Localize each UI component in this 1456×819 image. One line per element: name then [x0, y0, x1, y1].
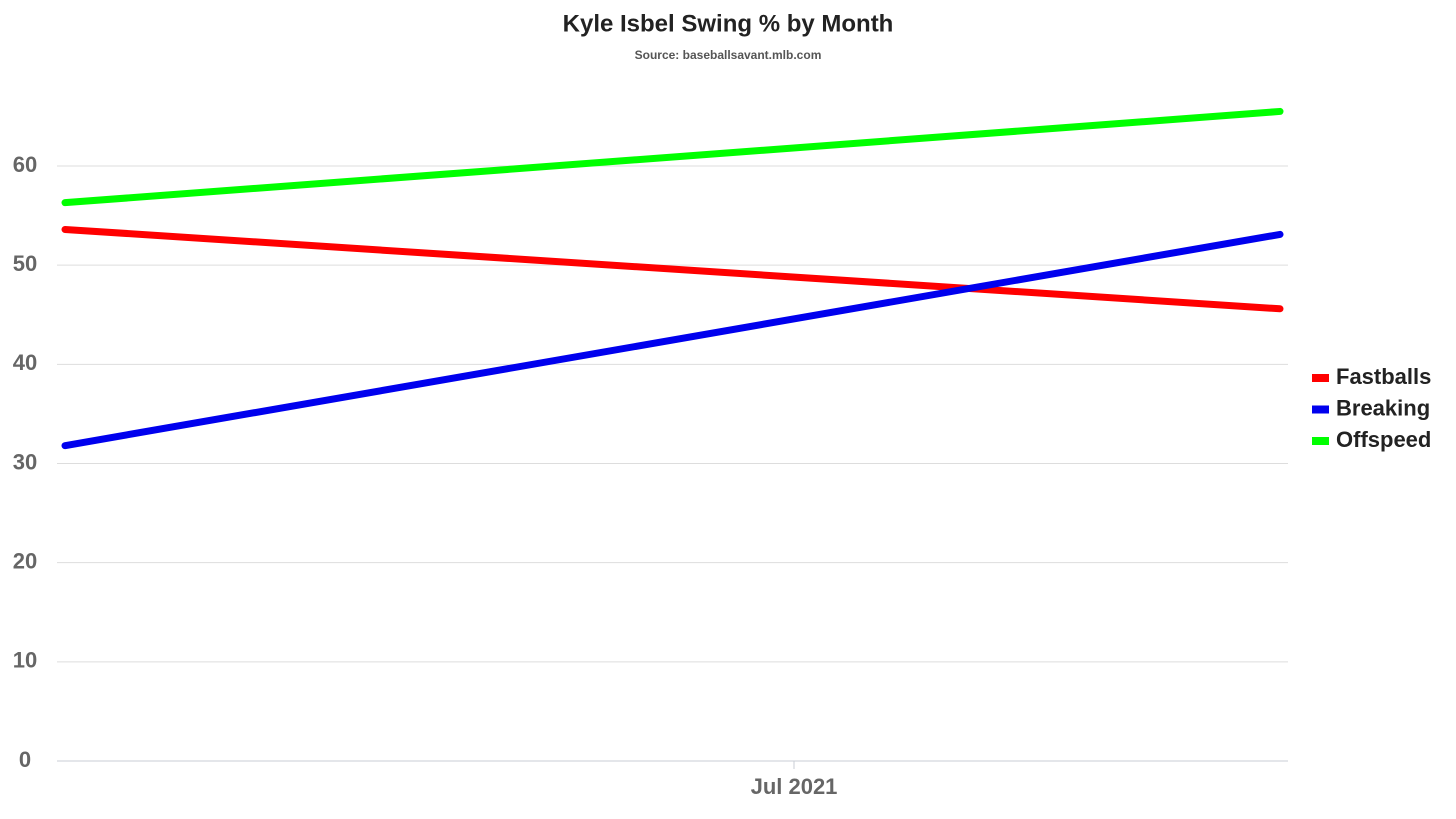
y-tick-label: 50	[13, 251, 37, 276]
y-tick-label: 20	[13, 548, 37, 573]
y-tick-label: 10	[13, 648, 37, 673]
chart-title: Kyle Isbel Swing % by Month	[563, 10, 894, 37]
legend-swatch	[1312, 437, 1329, 445]
y-tick-label: 30	[13, 449, 37, 474]
y-tick-label: 60	[13, 152, 37, 177]
x-tick-label: Jul 2021	[751, 774, 838, 799]
series-line	[61, 230, 1284, 450]
series-line	[61, 225, 1284, 313]
legend-label: Breaking	[1336, 395, 1430, 420]
legend-swatch	[1312, 405, 1329, 414]
y-tick-label: 0	[19, 747, 31, 772]
series-line	[61, 107, 1284, 207]
y-tick-label: 40	[13, 350, 37, 375]
legend-label: Offspeed	[1336, 427, 1431, 452]
chart-subtitle: Source: baseballsavant.mlb.com	[635, 48, 822, 62]
legend-label: Fastballs	[1336, 364, 1431, 389]
legend-swatch	[1312, 374, 1329, 382]
